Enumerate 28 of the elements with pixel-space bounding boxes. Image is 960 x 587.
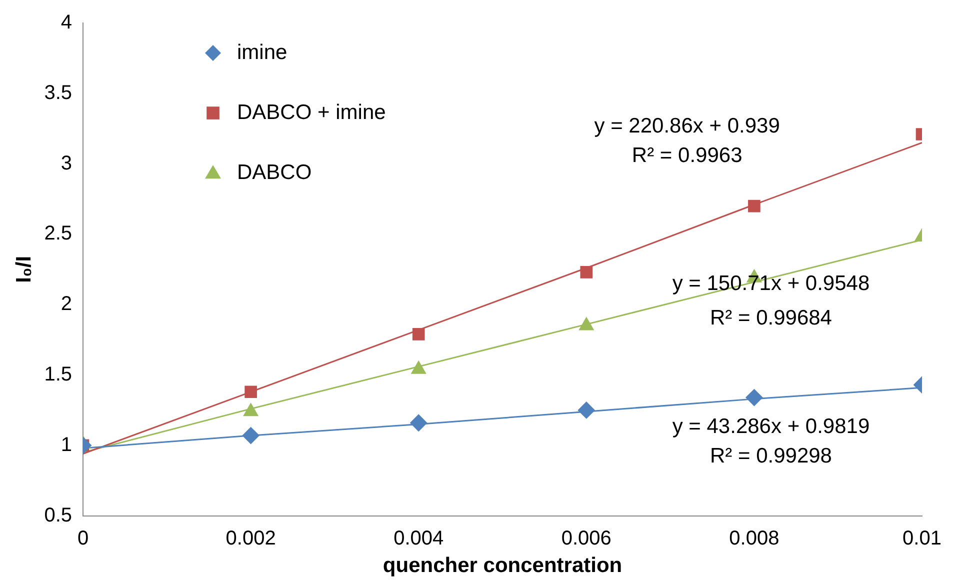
x-tick-label: 0.01 (902, 527, 942, 550)
x-tick-label: 0.008 (729, 527, 780, 550)
y-tick-label: 1.5 (44, 364, 72, 386)
legend-label: DABCO + imine (237, 100, 386, 124)
point (410, 414, 428, 432)
x-tick-label: 0.004 (394, 527, 444, 550)
point (580, 266, 593, 278)
x-tick-label: 0 (77, 527, 89, 550)
annotation: R² = 0.99684 (710, 306, 832, 330)
y-tick-label: 0.5 (44, 504, 72, 526)
y-tick-label: 3.5 (44, 82, 72, 104)
annotation: R² = 0.9963 (632, 144, 742, 167)
legend-label: imine (237, 40, 288, 64)
legend-label: DABCO (237, 160, 312, 184)
point (412, 328, 425, 340)
point (578, 402, 595, 419)
y-tick-label: 1 (60, 434, 72, 456)
x-axis-title: quencher concentration (382, 554, 622, 578)
y-tick-label: 2.5 (44, 222, 72, 245)
y-axis-title: I₀/I (12, 256, 36, 283)
x-tick-label: 0.006 (561, 527, 612, 550)
y-tick-label: 3 (60, 152, 72, 174)
y-tick-label: 4 (60, 12, 72, 34)
y-tick-label: 2 (60, 293, 72, 316)
annotation: R² = 0.99298 (710, 444, 832, 468)
annotation: y = 220.86x + 0.939 (594, 114, 780, 138)
x-tick-label: 0.002 (226, 527, 276, 550)
annotation: y = 43.286x + 0.9819 (672, 414, 870, 438)
